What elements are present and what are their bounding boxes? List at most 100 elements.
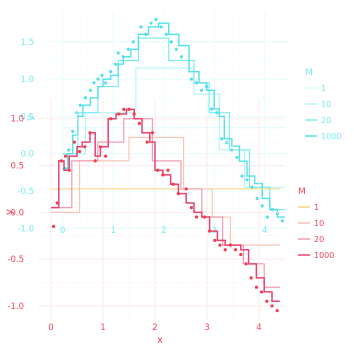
back-data-point — [280, 219, 285, 223]
front-data-point — [213, 238, 217, 243]
front-data-point — [260, 290, 264, 294]
back-data-point — [159, 25, 163, 29]
back-data-point — [225, 140, 229, 145]
front-legend-title: M — [298, 187, 306, 197]
back-legend-label-m1: 1 — [321, 84, 326, 93]
front-data-point — [223, 248, 227, 252]
front-data-point — [93, 159, 97, 163]
front-data-point — [156, 168, 160, 172]
front-x-axis-title: x — [157, 335, 163, 345]
front-data-point — [270, 304, 274, 308]
back-data-point — [169, 40, 173, 44]
back-data-point — [230, 148, 234, 152]
front-data-point — [275, 309, 279, 313]
back-data-point — [100, 73, 104, 77]
front-x-tick-label: 0 — [48, 323, 53, 333]
back-data-point — [103, 81, 108, 85]
back-legend-label-m10: 10 — [321, 100, 331, 109]
front-data-point — [218, 243, 222, 247]
back-data-point — [174, 47, 178, 51]
front-data-point — [67, 168, 71, 172]
front-data-point — [176, 192, 180, 196]
back-data-point — [245, 178, 249, 182]
front-data-point — [189, 206, 193, 210]
front-data-point — [145, 140, 149, 144]
front-legend: M1 10 20 1000 — [298, 187, 334, 260]
back-series-line-m1000 — [62, 22, 285, 218]
front-data-point — [161, 173, 165, 177]
front-x-tick-label: 1 — [100, 323, 105, 333]
back-data-point — [260, 204, 264, 208]
back-x-tick-label: 0 — [60, 226, 65, 236]
front-data-point — [59, 159, 64, 163]
front-data-point — [78, 149, 82, 154]
back-data-point — [78, 103, 82, 107]
front-data-point — [202, 215, 206, 219]
front-legend-label-m1: 1 — [314, 203, 319, 212]
back-y-tick-label: -0.5 — [17, 187, 34, 197]
back-data-point — [189, 77, 194, 81]
front-gridlines — [38, 100, 285, 320]
back-data-point — [235, 155, 239, 160]
front-data-point — [195, 215, 199, 219]
front-data-point — [150, 131, 154, 135]
back-legend-label-m20: 20 — [321, 116, 331, 125]
front-data-point — [254, 285, 258, 289]
front-data-point — [184, 187, 188, 191]
front-data-point — [265, 299, 269, 303]
back-x-tick-label: 2 — [161, 226, 166, 236]
back-legend-label-m1000: 1000 — [321, 132, 341, 141]
back-x-tick-label: 1 — [110, 226, 115, 236]
back-data-point — [96, 77, 100, 81]
back-data-point — [126, 47, 130, 51]
back-data-point — [270, 208, 274, 212]
front-data-point — [166, 168, 170, 172]
back-data-point — [210, 107, 214, 111]
front-data-point — [72, 140, 76, 144]
back-data-point — [199, 88, 204, 92]
back-data-point — [265, 215, 269, 219]
back-y-tick-label: -1.0 — [17, 224, 34, 234]
back-data-point — [121, 55, 125, 59]
back-legend: M1 10 20 1000 — [305, 68, 341, 141]
front-legend-label-m1000: 1000 — [314, 251, 334, 260]
front-x-tick-label: 3 — [204, 323, 209, 333]
front-x-tick-label: 2 — [152, 323, 157, 333]
front-data-point — [98, 145, 102, 149]
back-data-point — [240, 174, 244, 178]
back-data-point — [92, 81, 96, 85]
back-data-point — [164, 32, 168, 36]
front-y-tick-label: -1.0 — [7, 302, 24, 312]
back-data-point — [149, 21, 153, 25]
front-y-tick-label: 0.0 — [10, 208, 24, 218]
front-data-point — [234, 248, 238, 252]
back-data-point — [71, 129, 75, 133]
back-data-point — [67, 148, 71, 152]
back-data-point — [116, 51, 120, 55]
back-data-point — [154, 17, 158, 22]
back-data-point — [250, 185, 254, 189]
front-data-point — [127, 107, 131, 111]
back-x-tick-label: 4 — [262, 226, 267, 236]
back-data-point — [109, 70, 113, 74]
front-data-point — [109, 117, 113, 121]
back-y-axis-title: y — [25, 115, 36, 121]
front-data-point — [249, 276, 253, 280]
front-y-tick-label: 0.5 — [10, 162, 24, 172]
front-y-axis-title: y — [4, 209, 15, 215]
back-data-point — [144, 32, 148, 36]
front-data-point — [228, 243, 232, 247]
front-data-point — [122, 107, 126, 111]
front-data-point — [55, 201, 59, 205]
back-data-point — [255, 196, 259, 201]
front-data-point — [104, 154, 108, 158]
front-legend-label-m20: 20 — [314, 235, 324, 244]
back-data-point — [88, 88, 93, 92]
back-y-tick-label: 0.0 — [20, 150, 34, 160]
front-series-line-m1000 — [51, 108, 280, 303]
back-data-point — [220, 137, 224, 141]
